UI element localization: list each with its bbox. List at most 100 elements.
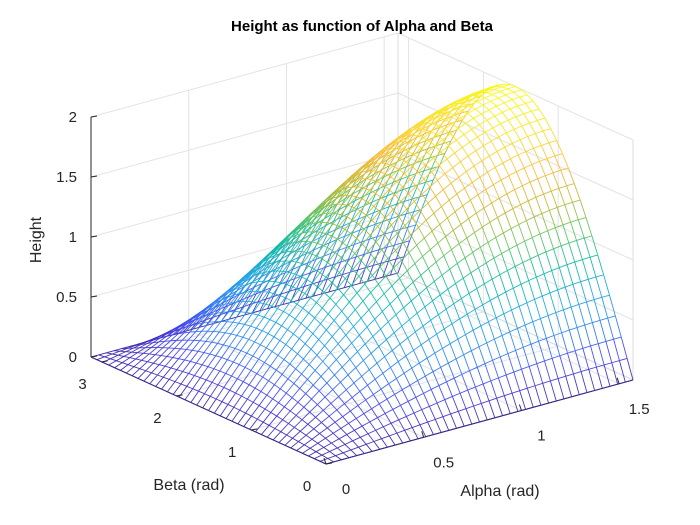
mesh-line [350, 209, 357, 223]
mesh-line [475, 145, 484, 152]
mesh-line [153, 362, 160, 366]
mesh-line [370, 283, 379, 293]
mesh-line [265, 270, 272, 273]
mesh-line [506, 128, 515, 134]
mesh-line [309, 447, 317, 453]
mesh-line [534, 295, 543, 300]
mesh-line [178, 349, 187, 359]
mesh-line [593, 299, 601, 321]
mesh-line [313, 422, 322, 430]
mesh-line [493, 179, 502, 186]
mesh-line [397, 288, 406, 297]
mesh-line [246, 341, 255, 354]
mesh-line [232, 350, 242, 363]
mesh-line [274, 252, 281, 256]
mesh-line [294, 307, 304, 320]
mesh-line [290, 447, 297, 452]
mesh-line [158, 340, 165, 343]
mesh-line [343, 272, 351, 288]
mesh-line [240, 301, 249, 313]
mesh-line [320, 376, 328, 384]
mesh-line [259, 264, 268, 274]
mesh-line [164, 340, 171, 342]
mesh-line [367, 250, 375, 259]
mesh-line [275, 369, 283, 375]
mesh-line [589, 254, 598, 258]
mesh-line [486, 115, 495, 121]
mesh-line [507, 266, 516, 271]
mesh-line [404, 430, 411, 442]
mesh-line [102, 361, 109, 366]
mesh-line [330, 343, 339, 353]
mesh-line [225, 361, 234, 374]
mesh-line [556, 207, 564, 225]
mesh-line [455, 358, 463, 375]
mesh-line [361, 421, 370, 427]
mesh-line [230, 301, 237, 304]
mesh-line [495, 83, 504, 87]
mesh-line [316, 345, 325, 356]
mesh-line [494, 167, 502, 181]
mesh-line [513, 371, 521, 391]
mesh-line [433, 281, 441, 296]
mesh-line [248, 384, 256, 389]
mesh-line [160, 355, 167, 357]
mesh-line [239, 278, 249, 288]
mesh-line [328, 367, 335, 376]
mesh-line [406, 412, 415, 417]
mesh-line [462, 277, 470, 294]
mesh-line [445, 303, 454, 310]
mesh-line [233, 406, 240, 411]
mesh-line [223, 344, 230, 347]
mesh-line [337, 198, 346, 204]
mesh-line [348, 247, 356, 254]
mesh-line [292, 437, 299, 442]
mesh-line [328, 409, 338, 417]
mesh-line [205, 340, 212, 343]
mesh-line [461, 105, 470, 111]
mesh-line [441, 199, 450, 207]
mesh-line [508, 116, 517, 121]
mesh-line [476, 207, 485, 214]
mesh-line [447, 362, 455, 379]
mesh-line [362, 292, 371, 302]
mesh-line [386, 244, 395, 248]
mesh-line [209, 353, 216, 357]
mesh-line [460, 155, 469, 162]
mesh-line [473, 165, 481, 178]
mesh-line [532, 321, 540, 342]
mesh-line [443, 255, 451, 270]
mesh-line [383, 233, 390, 242]
mesh-line [576, 237, 585, 241]
mesh-line [292, 286, 300, 291]
mesh-line [389, 303, 397, 315]
mesh-line [520, 280, 529, 285]
mesh-line [311, 438, 319, 444]
mesh-line [219, 370, 226, 374]
mesh-line [432, 166, 440, 181]
mesh-line [330, 225, 340, 237]
mesh-line [307, 423, 315, 430]
mesh-line [301, 231, 308, 234]
mesh-line [533, 145, 542, 149]
mesh-line [162, 367, 172, 378]
mesh-line [495, 317, 503, 336]
mesh-line [572, 281, 581, 285]
mesh-line [511, 393, 519, 412]
mesh-line [321, 233, 329, 247]
mesh-line [585, 217, 593, 237]
mesh-line [471, 182, 479, 195]
mesh-line [387, 444, 396, 448]
mesh-line [300, 275, 307, 280]
mesh-line [347, 374, 355, 384]
mesh-line [382, 303, 391, 312]
mesh-line [362, 243, 369, 252]
mesh-line [248, 286, 255, 298]
mesh-line [265, 296, 274, 300]
mesh-line [467, 386, 476, 391]
mesh-line [400, 400, 409, 406]
mesh-line [436, 108, 445, 114]
mesh-line [181, 331, 191, 341]
mesh-line [387, 314, 397, 323]
mesh-line [552, 172, 560, 189]
